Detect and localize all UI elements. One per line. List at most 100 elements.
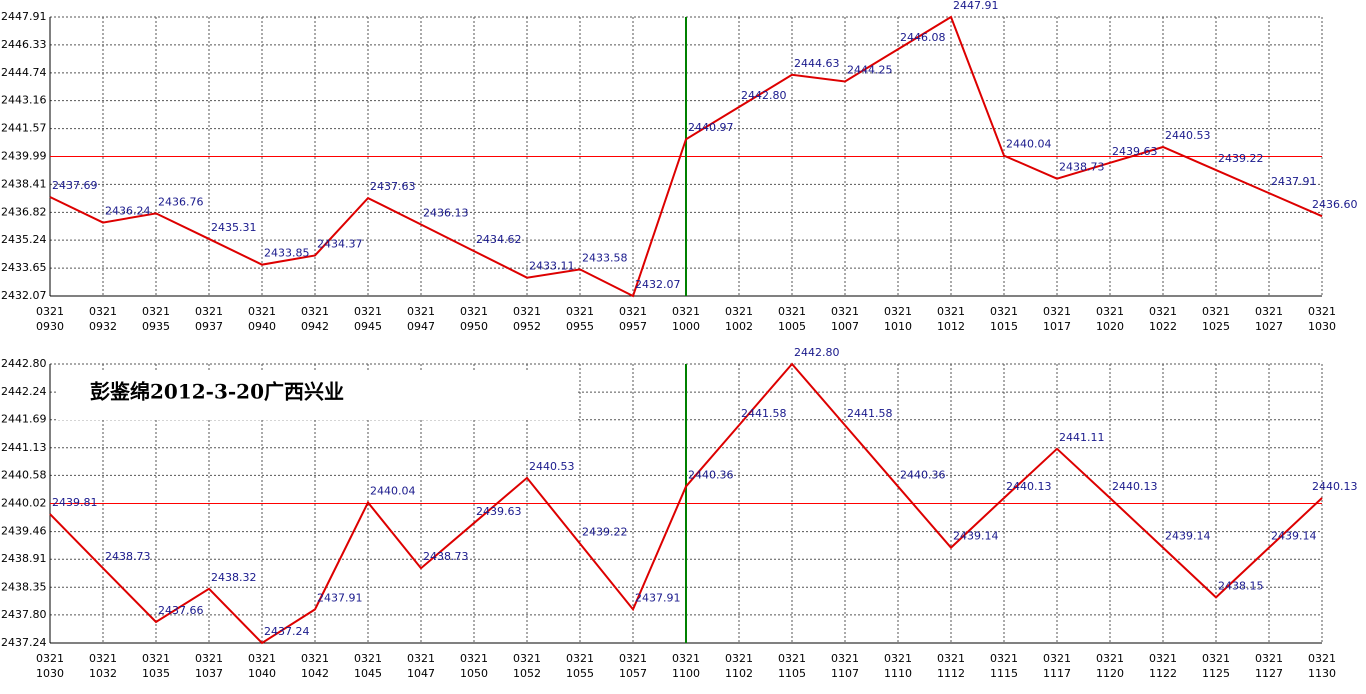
x-tick-label: 1105	[778, 667, 806, 680]
value-label: 2439.22	[582, 526, 628, 539]
x-tick-label: 1117	[1043, 667, 1071, 680]
value-label: 2436.76	[158, 195, 204, 208]
y-tick-label: 2438.35	[1, 580, 47, 593]
x-tick-label: 0945	[354, 320, 382, 333]
x-tick-label: 1040	[248, 667, 276, 680]
value-label: 2440.53	[529, 460, 575, 473]
value-label: 2437.91	[635, 591, 681, 604]
x-tick-label: 0940	[248, 320, 276, 333]
x-tick-label: 0321	[248, 652, 276, 665]
value-label: 2440.36	[688, 468, 734, 481]
y-tick-label: 2442.24	[1, 385, 47, 398]
x-tick-label: 0937	[195, 320, 223, 333]
value-label: 2434.37	[317, 237, 363, 250]
x-tick-label: 0947	[407, 320, 435, 333]
x-tick-label: 0321	[884, 305, 912, 318]
value-label: 2438.73	[105, 550, 151, 563]
x-tick-label: 0321	[937, 305, 965, 318]
x-tick-label: 1000	[672, 320, 700, 333]
value-label: 2442.80	[741, 89, 787, 102]
x-tick-label: 0321	[831, 305, 859, 318]
x-tick-label: 0935	[142, 320, 170, 333]
x-tick-label: 0321	[619, 652, 647, 665]
y-tick-label: 2441.69	[1, 413, 47, 426]
value-label: 2437.69	[52, 179, 98, 192]
x-tick-label: 0321	[672, 652, 700, 665]
value-label: 2437.91	[1271, 175, 1317, 188]
x-tick-label: 1107	[831, 667, 859, 680]
x-tick-label: 1037	[195, 667, 223, 680]
x-tick-label: 1032	[89, 667, 117, 680]
value-label: 2441.58	[741, 407, 787, 420]
x-tick-label: 0321	[248, 305, 276, 318]
value-label: 2439.63	[1112, 145, 1158, 158]
value-label: 2440.36	[900, 468, 946, 481]
x-tick-label: 1047	[407, 667, 435, 680]
value-label: 2439.14	[953, 530, 999, 543]
x-tick-label: 0321	[460, 305, 488, 318]
value-label: 2439.14	[1165, 530, 1211, 543]
x-tick-label: 1027	[1255, 320, 1283, 333]
x-tick-label: 0321	[89, 305, 117, 318]
x-tick-label: 0321	[142, 652, 170, 665]
x-tick-label: 1045	[354, 667, 382, 680]
y-tick-label: 2442.80	[1, 357, 47, 370]
y-tick-label: 2440.58	[1, 468, 47, 481]
x-tick-label: 0321	[195, 652, 223, 665]
x-tick-label: 0321	[672, 305, 700, 318]
x-tick-label: 1030	[1308, 320, 1336, 333]
x-tick-label: 0321	[990, 652, 1018, 665]
y-tick-label: 2447.91	[1, 10, 47, 23]
y-tick-label: 2439.46	[1, 525, 47, 538]
y-tick-label: 2437.24	[1, 636, 47, 649]
x-tick-label: 1042	[301, 667, 329, 680]
x-tick-label: 0321	[778, 652, 806, 665]
x-tick-label: 0321	[1308, 652, 1336, 665]
x-tick-label: 0321	[884, 652, 912, 665]
x-tick-label: 1052	[513, 667, 541, 680]
x-tick-label: 1012	[937, 320, 965, 333]
annotation: 彭鉴绵2012-3-20广西兴业	[90, 380, 344, 404]
price-line	[49, 362, 1323, 645]
y-tick-label: 2444.74	[1, 66, 47, 79]
value-label: 2438.15	[1218, 579, 1264, 592]
x-tick-label: 0321	[937, 652, 965, 665]
value-label: 2439.63	[476, 505, 522, 518]
x-tick-label: 0321	[1255, 652, 1283, 665]
y-tick-label: 2440.02	[1, 497, 47, 510]
value-label: 2432.07	[635, 278, 681, 291]
x-tick-label: 0321	[407, 652, 435, 665]
x-tick-label: 0321	[1043, 305, 1071, 318]
x-tick-label: 0321	[301, 305, 329, 318]
x-tick-label: 0321	[513, 305, 541, 318]
x-tick-label: 0930	[36, 320, 64, 333]
x-tick-label: 0321	[1202, 305, 1230, 318]
x-tick-label: 1100	[672, 667, 700, 680]
y-tick-label: 2443.16	[1, 94, 47, 107]
x-tick-label: 1127	[1255, 667, 1283, 680]
value-label: 2436.24	[105, 205, 151, 218]
x-tick-label: 0321	[354, 652, 382, 665]
x-tick-label: 1010	[884, 320, 912, 333]
x-tick-label: 1050	[460, 667, 488, 680]
value-label: 2440.13	[1312, 480, 1358, 493]
value-label: 2440.04	[370, 484, 416, 497]
x-tick-label: 0957	[619, 320, 647, 333]
value-label: 2433.85	[264, 247, 310, 260]
x-tick-label: 1015	[990, 320, 1018, 333]
value-label: 2440.53	[1165, 129, 1211, 142]
x-tick-label: 1022	[1149, 320, 1177, 333]
value-label: 2441.58	[847, 407, 893, 420]
x-tick-label: 0321	[1043, 652, 1071, 665]
x-tick-label: 0321	[778, 305, 806, 318]
value-label: 2438.32	[211, 571, 257, 584]
value-label: 2439.81	[52, 496, 98, 509]
x-tick-label: 0321	[89, 652, 117, 665]
x-tick-label: 0321	[566, 305, 594, 318]
y-tick-label: 2438.91	[1, 552, 47, 565]
value-label: 2440.97	[688, 121, 734, 134]
value-label: 2442.80	[794, 346, 840, 359]
x-tick-label: 0321	[513, 652, 541, 665]
x-tick-label: 0932	[89, 320, 117, 333]
value-label: 2440.13	[1006, 480, 1052, 493]
